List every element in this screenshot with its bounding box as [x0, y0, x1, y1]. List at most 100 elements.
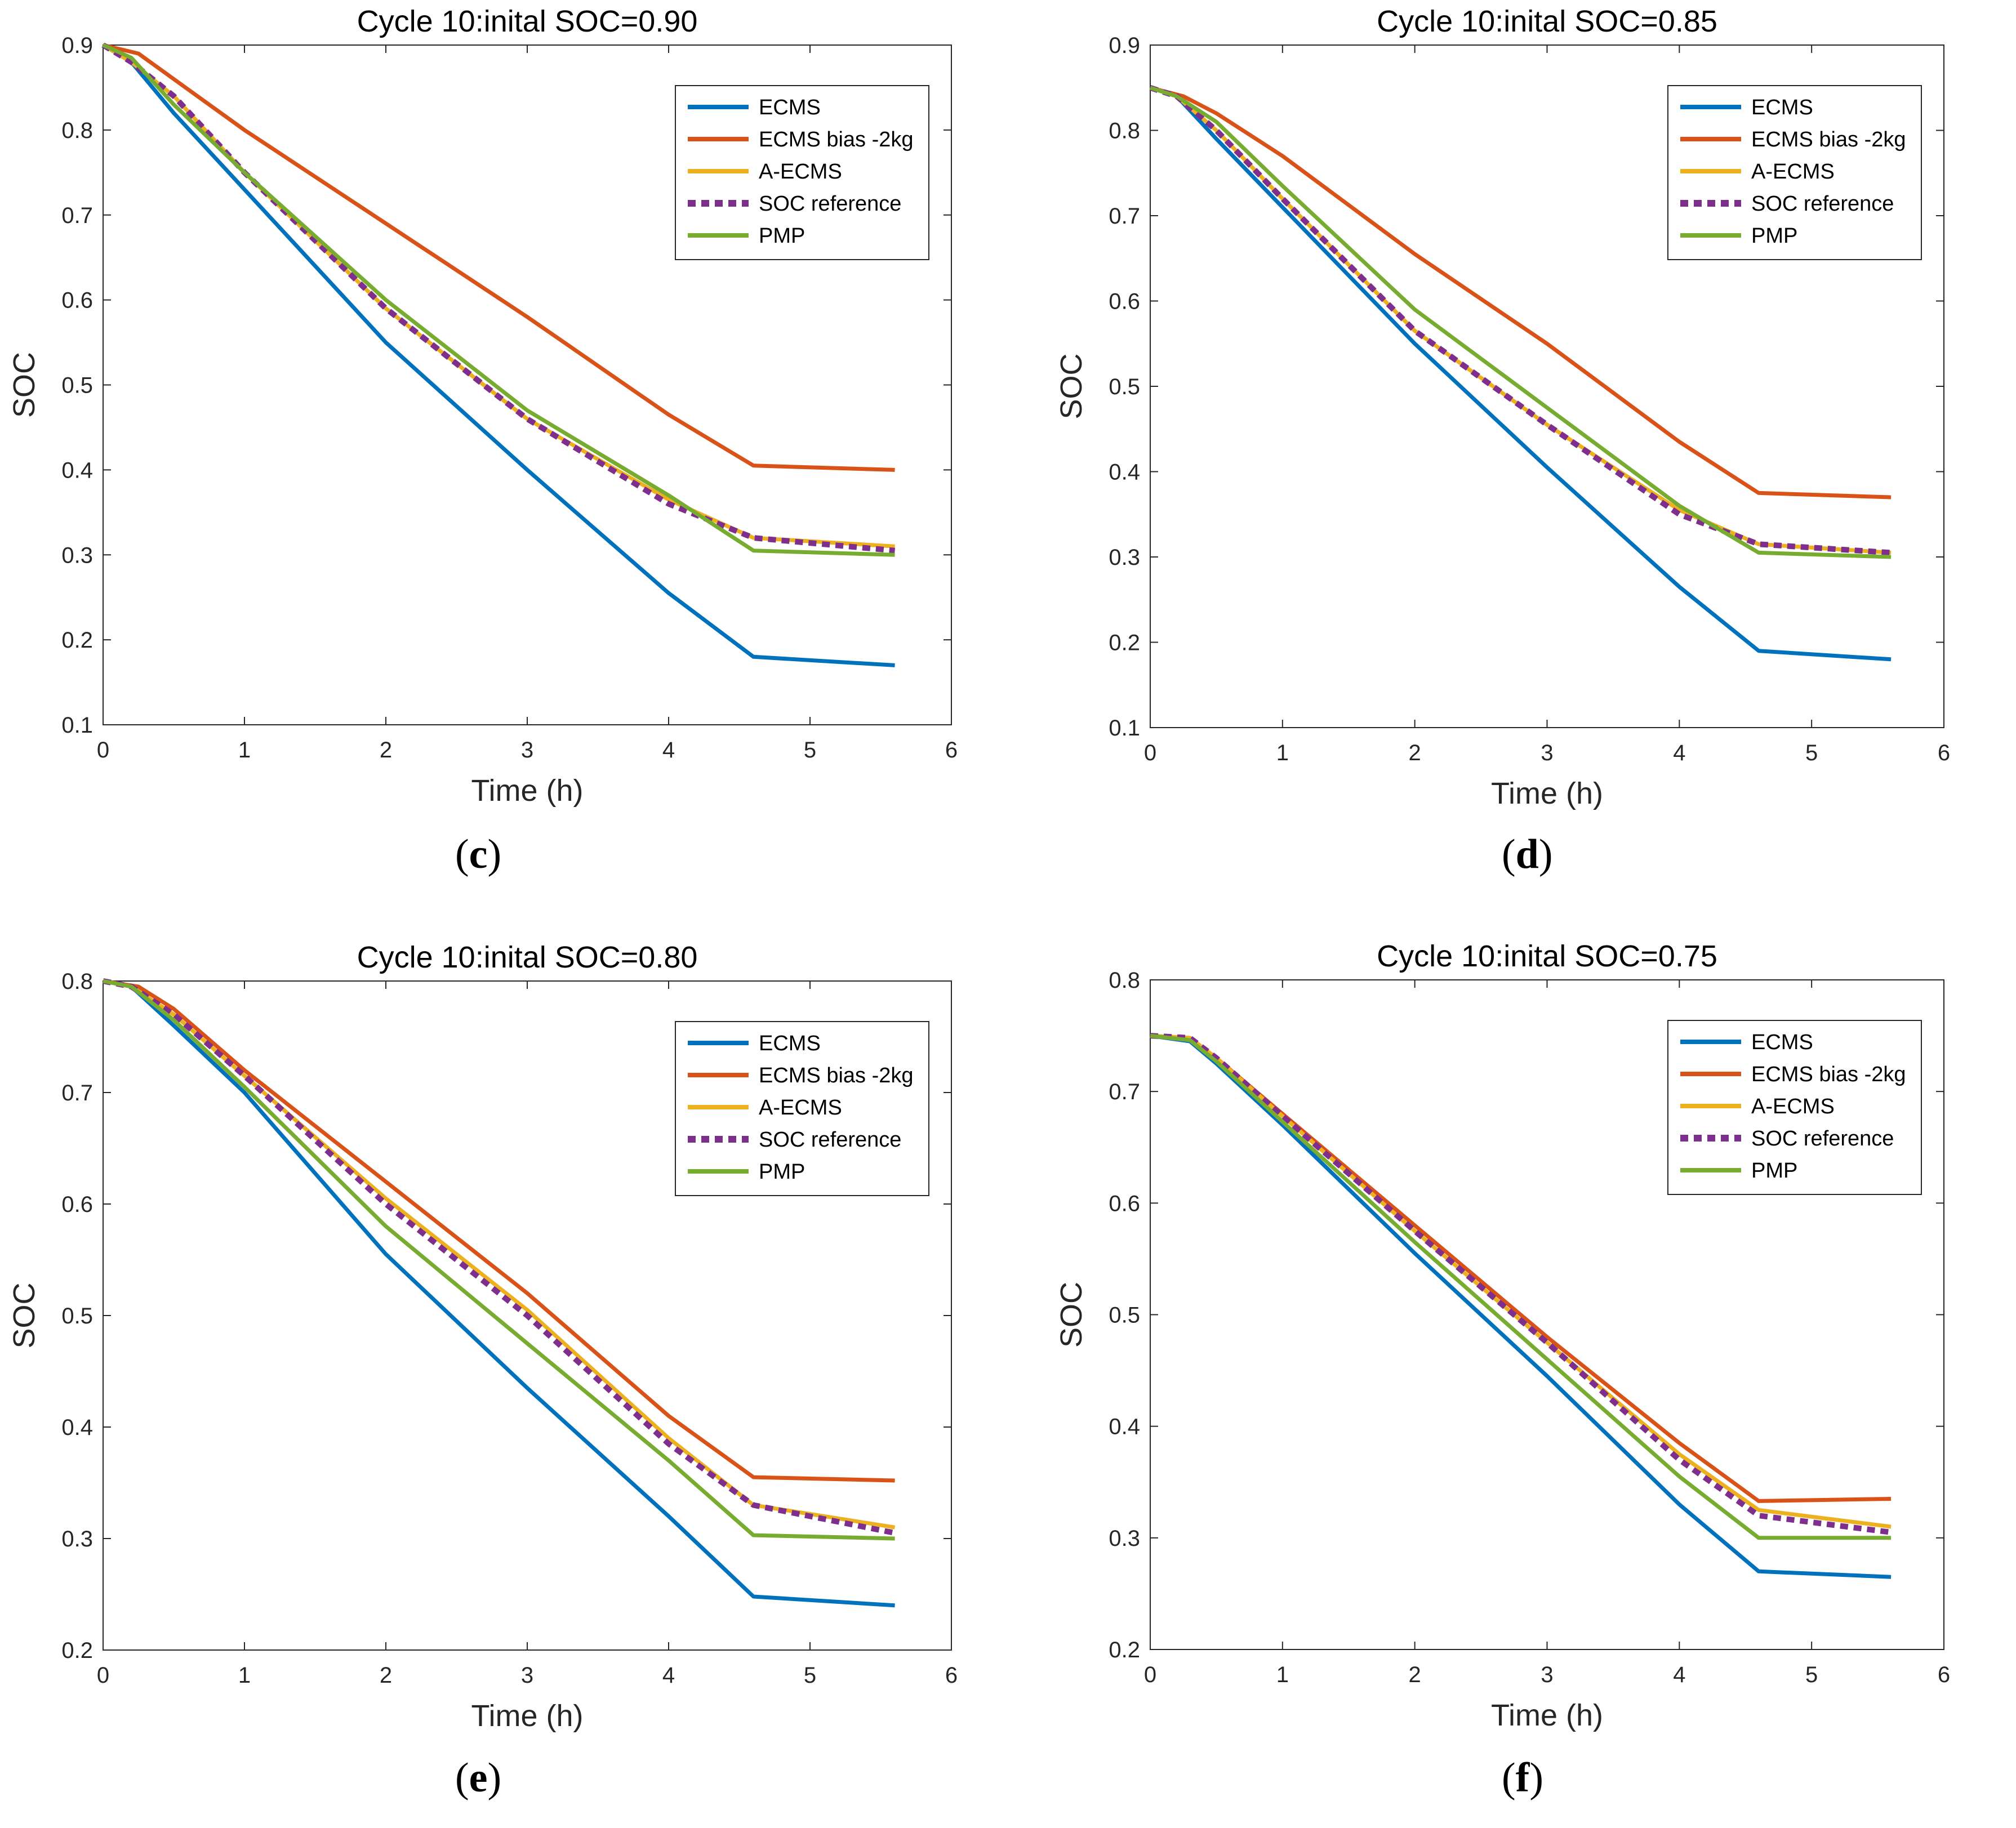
legend-label: PMP	[1751, 224, 1797, 248]
y-tick-label: 0.6	[61, 288, 93, 313]
chart-title: Cycle 10:inital SOC=0.90	[357, 5, 698, 38]
x-tick-label: 4	[1673, 741, 1685, 765]
x-tick-label: 0	[97, 738, 109, 763]
x-axis-label: Time (h)	[471, 774, 584, 808]
x-tick-label: 5	[1805, 741, 1818, 765]
legend-label: SOC reference	[759, 1128, 901, 1152]
legend-label: PMP	[1751, 1159, 1797, 1183]
y-tick-label: 0.8	[61, 969, 93, 994]
x-axis-label: Time (h)	[1491, 777, 1603, 810]
y-tick-label: 0.7	[61, 203, 93, 228]
series-line-pmp	[1150, 1033, 1892, 1540]
legend-label: ECMS	[1751, 1031, 1813, 1054]
y-tick-label: 0.5	[1109, 374, 1140, 399]
y-tick-label: 0.7	[61, 1081, 93, 1105]
x-tick-label: 3	[521, 738, 533, 763]
x-tick-label: 0	[97, 1663, 109, 1688]
y-tick-label: 0.7	[1109, 204, 1140, 229]
x-tick-label: 4	[1673, 1662, 1685, 1687]
y-tick-label: 0.6	[61, 1192, 93, 1217]
y-axis-label: SOC	[7, 352, 41, 418]
chart-e-svg: Cycle 10:inital SOC=0.80 0 1 2 3 4 5 6 0.2 0.3 0.4…	[7, 940, 958, 1733]
caption-c: (c)	[455, 831, 502, 877]
legend-label: ECMS bias -2kg	[1751, 1063, 1906, 1086]
x-tick-label: 0	[1144, 741, 1156, 765]
y-tick-label: 0.6	[1109, 289, 1140, 314]
legend-label: ECMS	[1751, 96, 1813, 119]
y-tick-label: 0.1	[1109, 716, 1140, 741]
series-line-pmp	[102, 43, 895, 557]
chart-title: Cycle 10:inital SOC=0.75	[1377, 939, 1717, 973]
y-tick-label: 0.2	[1109, 631, 1140, 656]
caption-d: (d)	[1502, 831, 1553, 877]
x-tick-label: 1	[238, 1663, 251, 1688]
legend-label: A-ECMS	[759, 160, 842, 184]
x-tick-label: 6	[1938, 1662, 1950, 1687]
legend-label: ECMS	[759, 1032, 821, 1055]
y-tick-label: 0.4	[61, 458, 93, 483]
series-line-a-ecms	[1150, 1033, 1892, 1529]
x-tick-label: 1	[238, 738, 251, 763]
x-tick-label: 3	[521, 1663, 533, 1688]
y-tick-label: 0.5	[61, 1304, 93, 1328]
x-tick-label: 2	[1409, 1662, 1421, 1687]
chart-panel-e: Cycle 10:inital SOC=0.80 0 1 2 3 4 5 6 0.2 0.3 0.4…	[0, 924, 1008, 1828]
y-tick-label: 0.6	[1109, 1191, 1140, 1216]
y-tick-label: 0.3	[61, 543, 93, 568]
y-tick-label: 0.2	[61, 1638, 93, 1663]
x-tick-label: 3	[1541, 1662, 1553, 1687]
y-tick-label: 0.3	[61, 1527, 93, 1551]
x-tick-label: 4	[662, 1663, 675, 1688]
series-line-soc-reference	[1149, 85, 1892, 556]
series-line-ecms-bias-2kg	[103, 979, 895, 1483]
y-axis-label: SOC	[1054, 1282, 1088, 1348]
series-line-soc-reference	[1150, 1033, 1892, 1535]
x-tick-label: 2	[380, 738, 392, 763]
x-tick-label: 1	[1276, 1662, 1289, 1687]
y-axis-label: SOC	[7, 1282, 41, 1348]
caption-e: (e)	[455, 1755, 502, 1801]
y-tick-label: 0.1	[61, 713, 93, 738]
y-tick-label: 0.8	[1109, 119, 1140, 144]
legend-label: PMP	[759, 224, 805, 248]
x-axis-label: Time (h)	[471, 1699, 584, 1733]
legend-label: ECMS bias -2kg	[1751, 128, 1906, 151]
x-tick-label: 3	[1541, 741, 1553, 765]
x-tick-label: 1	[1276, 741, 1289, 765]
chart-title: Cycle 10:inital SOC=0.85	[1377, 5, 1717, 38]
legend-label: PMP	[759, 1160, 805, 1184]
x-tick-label: 5	[804, 738, 816, 763]
y-tick-label: 0.3	[1109, 545, 1140, 570]
x-tick-label: 2	[380, 1663, 392, 1688]
legend-label: A-ECMS	[759, 1096, 842, 1120]
caption-f: (f)	[1502, 1755, 1543, 1801]
legend-label: SOC reference	[1751, 192, 1894, 216]
y-axis-label: SOC	[1054, 353, 1088, 419]
x-tick-label: 4	[662, 738, 675, 763]
x-tick-label: 6	[945, 1663, 958, 1688]
x-tick-label: 5	[1805, 1662, 1818, 1687]
chart-panel-f: Cycle 10:inital SOC=0.75 0 1 2 3 4 5 6 0.2 0.3 0.4…	[1049, 924, 2016, 1828]
x-tick-label: 5	[804, 1663, 816, 1688]
x-tick-label: 2	[1409, 741, 1421, 765]
chart-f-svg: Cycle 10:inital SOC=0.75 0 1 2 3 4 5 6 0.2 0.3 0.4…	[1054, 939, 1950, 1732]
y-tick-label: 0.9	[61, 33, 93, 58]
series-line-pmp	[103, 979, 895, 1541]
legend-label: SOC reference	[759, 192, 901, 216]
y-tick-label: 0.2	[1109, 1638, 1140, 1662]
legend-label: ECMS	[759, 96, 821, 119]
legend-label: A-ECMS	[1751, 160, 1835, 184]
y-tick-label: 0.4	[61, 1415, 93, 1440]
series-line-ecms-bias-2kg	[1150, 86, 1892, 500]
y-tick-label: 0.8	[1109, 968, 1140, 993]
y-tick-label: 0.3	[1109, 1526, 1140, 1551]
series-line-ecms-bias-2kg	[103, 43, 895, 472]
y-tick-label: 0.2	[61, 628, 93, 653]
y-tick-label: 0.4	[1109, 1415, 1140, 1439]
chart-c-svg: Cycle 10:inital SOC=0.90 0 1 2 3 4 5 6 0.1 0.2 0.3…	[7, 5, 958, 808]
legend-label: SOC reference	[1751, 1127, 1894, 1151]
chart-d-svg: Cycle 10:inital SOC=0.85 0 1 2 3 4 5 6 0.1 0.2 0.3…	[1054, 5, 1950, 810]
chart-panel-d: Cycle 10:inital SOC=0.85 0 1 2 3 4 5 6 0.1 0.2 0.3…	[1049, 0, 2016, 904]
y-tick-label: 0.5	[61, 373, 93, 398]
y-tick-label: 0.9	[1109, 33, 1140, 58]
